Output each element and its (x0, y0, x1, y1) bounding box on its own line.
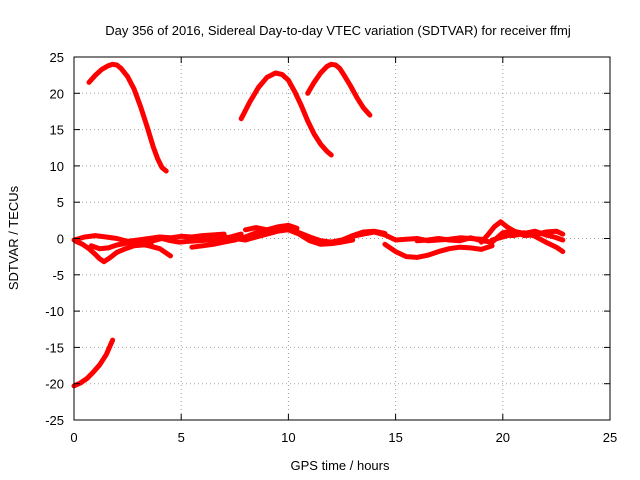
series-arc-11 (243, 222, 300, 233)
series-arc-7 (88, 240, 173, 259)
x-tick-labels: 0 5 10 15 20 25 (70, 430, 617, 445)
y-tick-label: -5 (52, 268, 64, 283)
y-tick-label: 15 (50, 123, 64, 138)
x-tick-label: 20 (496, 430, 510, 445)
series-arc-3 (305, 61, 373, 118)
y-tick-label: 25 (50, 50, 64, 65)
y-tick-label: 20 (50, 86, 64, 101)
x-tick-label: 15 (388, 430, 402, 445)
y-tick-label: -10 (45, 304, 64, 319)
series-arc-4 (71, 337, 116, 389)
y-tick-label: 5 (57, 195, 64, 210)
y-tick-label: -15 (45, 340, 64, 355)
y-tick-label: -25 (45, 413, 64, 428)
x-tick-label: 25 (603, 430, 617, 445)
y-tick-label: -20 (45, 377, 64, 392)
series-arc-10 (221, 227, 356, 247)
y-tick-label: 10 (50, 159, 64, 174)
y-axis-label: SDTVAR / TECUs (6, 185, 21, 290)
chart-title: Day 356 of 2016, Sidereal Day-to-day VTE… (105, 23, 571, 38)
series-layer (71, 61, 566, 389)
series-arc-14 (414, 228, 527, 245)
y-tick-labels: 25 20 15 10 5 0 -5 -10 -15 -20 -25 (45, 50, 64, 428)
x-tick-label: 5 (178, 430, 185, 445)
series-arc-17 (500, 228, 566, 243)
series-arc-1 (86, 61, 169, 174)
y-tick-label: 0 (57, 232, 64, 247)
x-tick-label: 10 (281, 430, 295, 445)
ticks (73, 56, 611, 421)
series-arc-2 (238, 70, 334, 158)
series-arc-13 (382, 241, 495, 260)
x-axis-label: GPS time / hours (291, 458, 390, 473)
x-tick-label: 0 (70, 430, 77, 445)
series-arc-5 (71, 231, 227, 244)
